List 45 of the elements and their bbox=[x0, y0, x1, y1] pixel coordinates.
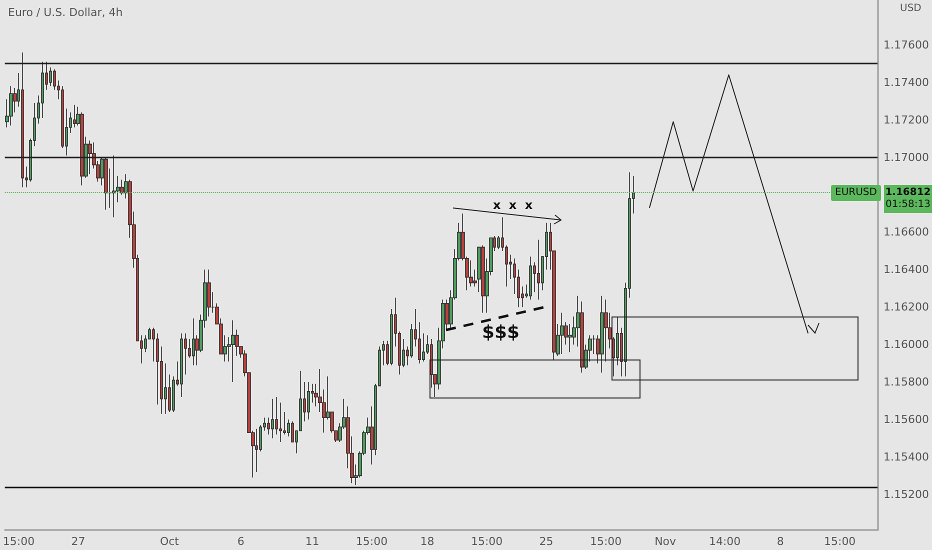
y-tick-label: 1.16000 bbox=[884, 338, 930, 352]
candlestick bbox=[529, 256, 532, 300]
annotation: x x x bbox=[493, 198, 535, 212]
candlestick bbox=[537, 239, 540, 300]
y-tick-label: 1.17000 bbox=[884, 150, 930, 164]
y-tick-label: 1.15400 bbox=[884, 450, 930, 464]
candlestick bbox=[560, 312, 564, 354]
candlestick bbox=[469, 260, 473, 287]
y-axis-title: USD bbox=[900, 3, 922, 14]
x-tick-label: 14:00 bbox=[708, 535, 741, 548]
x-tick-label: 15:00 bbox=[356, 535, 388, 548]
x-tick-label: 25 bbox=[539, 535, 554, 548]
x-tick-label: 6 bbox=[237, 535, 244, 548]
text: 01:58:13 bbox=[884, 198, 932, 211]
x-tick-label: 27 bbox=[71, 535, 86, 548]
x-tick-label: Oct bbox=[160, 535, 180, 548]
y-tick-label: 1.16200 bbox=[884, 300, 930, 314]
candlestick bbox=[307, 382, 310, 420]
text: 1.16812 bbox=[884, 186, 932, 199]
x-tick-label: 15:00 bbox=[590, 535, 622, 548]
candlestick bbox=[192, 318, 195, 366]
x-tick-label: 15:00 bbox=[824, 535, 856, 548]
x-tick-label: 15:00 bbox=[470, 535, 503, 548]
y-tick-label: 1.16600 bbox=[884, 226, 930, 239]
candlestick bbox=[600, 296, 604, 374]
x-tick-label: 11 bbox=[305, 535, 320, 548]
y-tick-label: 1.15800 bbox=[884, 376, 930, 389]
ref-line-label: EURUSD bbox=[831, 184, 881, 201]
y-tick-label: 1.15200 bbox=[884, 488, 930, 501]
x-tick-label: Nov bbox=[654, 535, 677, 548]
candlestick bbox=[231, 320, 235, 382]
y-tick-label: 1.17600 bbox=[884, 38, 930, 52]
x-tick-label: 15:00 bbox=[2, 535, 35, 548]
candlestick bbox=[180, 332, 183, 398]
y-tick-label: 1.15600 bbox=[884, 413, 930, 426]
x-tick-label: 8 bbox=[776, 535, 784, 548]
annotation: $$$ bbox=[482, 322, 520, 343]
x-tick-label: 18 bbox=[420, 535, 434, 548]
y-tick-label: 1.17400 bbox=[884, 76, 930, 89]
text: Euro / U.S. Dollar, 4h bbox=[8, 6, 123, 19]
candlestick bbox=[271, 398, 274, 439]
y-tick-label: 1.17200 bbox=[884, 113, 930, 126]
candlestick bbox=[9, 86, 13, 126]
candlestick bbox=[481, 244, 485, 314]
y-tick-label: 1.16400 bbox=[884, 263, 930, 276]
